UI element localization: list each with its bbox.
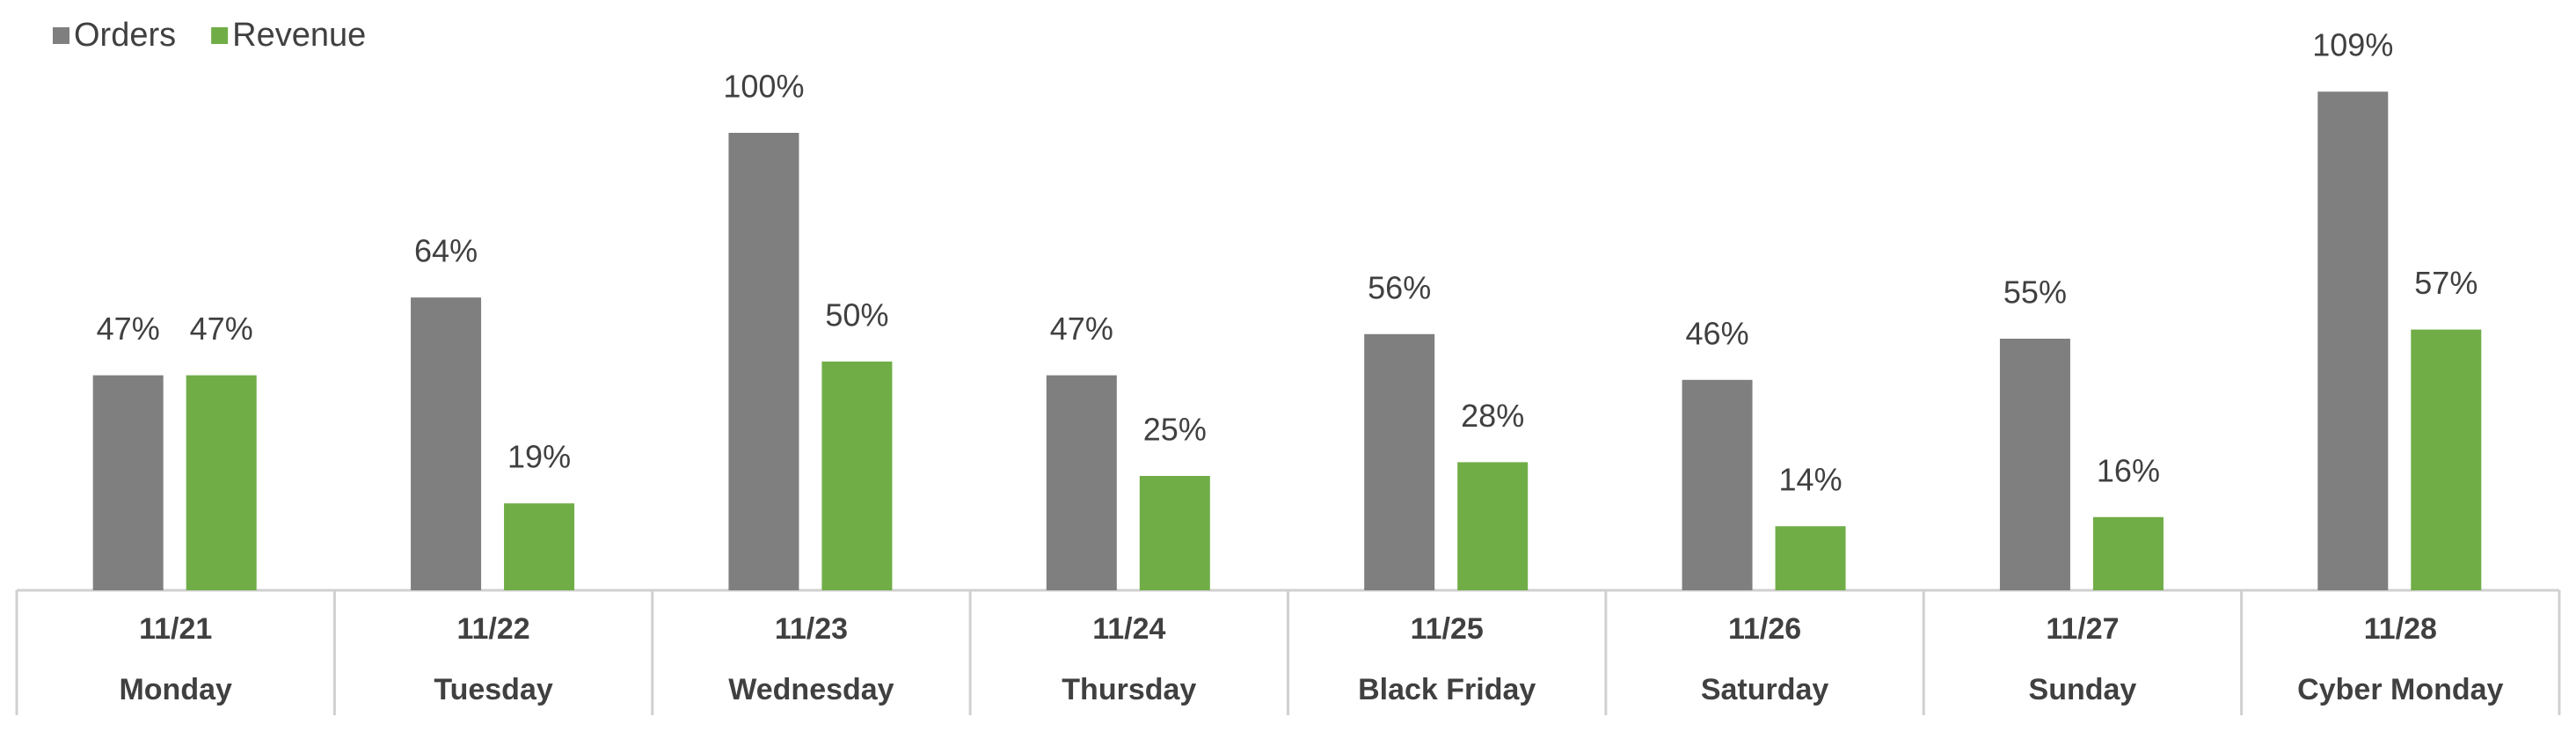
bar — [2317, 91, 2389, 590]
x-tick-sublabel: Saturday — [1701, 673, 1829, 706]
bar — [1682, 379, 1753, 590]
x-tick-label: 11/23 — [775, 612, 848, 646]
bar — [2411, 329, 2482, 590]
bar — [92, 375, 164, 590]
legend-swatch — [53, 27, 69, 44]
value-label: 55% — [2003, 274, 2067, 311]
x-tick-sublabel: Sunday — [2029, 673, 2137, 706]
value-label: 50% — [825, 297, 888, 333]
legend-label: Revenue — [232, 17, 366, 54]
x-tick-label: 11/26 — [1728, 612, 1801, 646]
x-tick-sublabel: Tuesday — [434, 673, 553, 706]
value-label: 25% — [1143, 412, 1207, 448]
bar — [821, 362, 893, 590]
x-tick-label: 11/21 — [139, 612, 212, 646]
value-label: 46% — [1686, 315, 1749, 351]
x-tick-sublabel: Black Friday — [1358, 673, 1536, 706]
x-tick-label: 11/27 — [2046, 612, 2119, 646]
x-tick-sublabel: Monday — [119, 673, 232, 706]
value-label: 16% — [2097, 452, 2160, 488]
bar — [1046, 375, 1117, 590]
value-label: 64% — [414, 233, 478, 269]
value-label: 19% — [507, 439, 571, 475]
legend-swatch — [211, 27, 229, 44]
value-label: 47% — [190, 311, 253, 347]
value-label: 56% — [1368, 269, 1431, 305]
bar — [504, 503, 575, 590]
x-tick-label: 11/28 — [2364, 612, 2437, 646]
x-tick-label: 11/24 — [1092, 612, 1165, 646]
x-tick-sublabel: Wednesday — [728, 673, 894, 706]
bar — [1364, 333, 1435, 590]
x-tick-label: 11/22 — [456, 612, 529, 646]
bar — [1457, 462, 1529, 590]
bar — [1139, 476, 1210, 590]
bar — [1999, 339, 2070, 590]
bar — [728, 133, 799, 590]
value-label: 14% — [1779, 462, 1843, 498]
bar — [411, 297, 482, 590]
legend-label: Orders — [74, 17, 176, 54]
bar — [2092, 516, 2164, 590]
bar — [186, 375, 257, 590]
value-label: 109% — [2312, 27, 2393, 63]
x-tick-sublabel: Thursday — [1062, 673, 1196, 706]
value-label: 47% — [1050, 311, 1113, 347]
value-label: 28% — [1461, 398, 1524, 434]
x-tick-sublabel: Cyber Monday — [2297, 673, 2503, 706]
bar — [1775, 526, 1846, 590]
value-label: 57% — [2414, 265, 2477, 301]
value-label: 47% — [97, 311, 160, 347]
x-tick-label: 11/25 — [1411, 612, 1484, 646]
value-label: 100% — [723, 69, 804, 105]
